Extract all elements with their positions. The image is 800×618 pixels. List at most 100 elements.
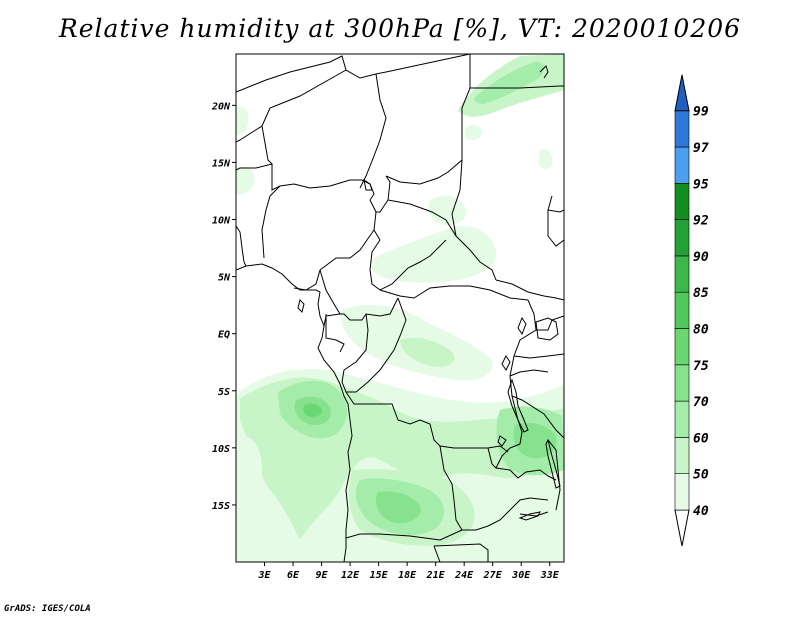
colorbar-label: 95 (693, 177, 709, 192)
border-line (376, 175, 391, 213)
lake-mweru (497, 435, 507, 447)
lon-tick-label: 21E (426, 570, 446, 581)
border-line (547, 195, 564, 247)
border-line (379, 285, 529, 301)
border-line (439, 445, 463, 531)
lon-tick-label: 18E (398, 570, 417, 581)
border-line (451, 159, 463, 237)
lake-kariba (518, 511, 541, 521)
humidity-shading (236, 54, 564, 562)
colorbar-label: 40 (693, 504, 709, 519)
colorbar-label: 99 (693, 105, 709, 120)
colorbar-segment (674, 183, 690, 220)
border-line (487, 445, 509, 453)
country-borders (236, 54, 564, 562)
humidity-region (303, 403, 322, 417)
lake-chad (363, 178, 373, 191)
lat-tick-label: EQ (218, 330, 230, 341)
colorbar-segment (674, 400, 690, 438)
lat-tick-label: 10N (212, 216, 231, 227)
colorbar-segment (674, 110, 690, 148)
border-line (536, 315, 564, 331)
humidity-region (538, 148, 553, 170)
colorbar-label: 75 (693, 359, 709, 374)
border-line (509, 369, 549, 377)
border-line (547, 439, 561, 511)
humidity-region (236, 166, 255, 195)
border-line (547, 209, 564, 213)
coast-line (539, 65, 549, 79)
colorbar-segment (674, 437, 690, 474)
colorbar-segment (674, 328, 690, 366)
lon-tick-label: 15E (370, 570, 389, 581)
border-line (359, 73, 387, 189)
colorbar-label: 60 (693, 431, 709, 446)
border-line (236, 125, 273, 171)
colorbar-label: 85 (693, 286, 709, 301)
colorbar-label: 80 (693, 323, 709, 338)
border-line (513, 353, 564, 359)
lake-malawi (545, 438, 561, 489)
lat-tick-label: 5N (218, 273, 231, 284)
colorbar-segment (674, 291, 690, 329)
colorbar-segment (674, 219, 690, 257)
lon-tick-label: 9E (316, 570, 329, 581)
coast-line (236, 263, 353, 562)
humidity-region (236, 106, 249, 135)
colorbar: 40 50 60 70 75 80 85 90 92 95 97 99 (674, 74, 709, 547)
lake-albert (517, 316, 527, 336)
lake-volta (297, 299, 305, 313)
lon-tick-label: 33E (540, 570, 560, 581)
latitude-axis: 20N 15N 10N 5N EQ 5S 10S 15S (211, 101, 236, 512)
border-line (495, 467, 557, 481)
humidity-region (236, 436, 262, 562)
lake-tanganyika (507, 378, 529, 433)
border-line (271, 164, 375, 201)
map-frame (235, 53, 565, 563)
border-line (495, 279, 564, 301)
border-line (346, 297, 407, 393)
border-line (379, 239, 447, 291)
lon-tick-label: 30E (511, 570, 531, 581)
border-line (491, 443, 521, 469)
border-line (261, 185, 281, 259)
coast-line (236, 225, 247, 267)
humidity-region (464, 124, 482, 140)
colorbar-segment (674, 146, 690, 184)
colorbar-upper-triangle (674, 74, 690, 112)
border-line (509, 299, 537, 445)
lon-tick-label: 3E (257, 570, 271, 581)
border-line (293, 199, 377, 291)
lat-tick-label: 15N (212, 158, 231, 169)
lat-tick-label: 20N (211, 101, 231, 112)
border-line (433, 545, 441, 562)
border-line (511, 395, 564, 439)
border-line (340, 297, 399, 321)
border-line (462, 497, 549, 531)
border-line (369, 229, 381, 291)
humidity-region (474, 61, 545, 104)
coastline (236, 65, 564, 562)
lake-victoria (535, 317, 559, 341)
colorbar-segment (674, 255, 690, 293)
grads-credit: GrADS: IGES/COLA (4, 604, 91, 614)
colorbar-lower-triangle (674, 509, 690, 547)
colorbar-label: 97 (693, 141, 709, 156)
humidity-region (428, 195, 467, 226)
border-line (341, 313, 369, 393)
colorbar-label: 90 (693, 250, 709, 265)
lon-tick-label: 12E (341, 570, 360, 581)
lon-tick-label: 24E (454, 570, 474, 581)
border-line (345, 391, 493, 465)
colorbar-label: 70 (693, 395, 709, 410)
colorbar-label: 50 (693, 468, 709, 483)
lon-tick-label: 27E (483, 570, 503, 581)
humidity-region (375, 491, 421, 524)
lat-tick-label: 5S (218, 387, 230, 398)
colorbar-segment (674, 473, 690, 511)
border-line (236, 69, 347, 143)
colorbar-segment (674, 364, 690, 402)
lakes (297, 178, 561, 521)
border-line (345, 529, 463, 541)
